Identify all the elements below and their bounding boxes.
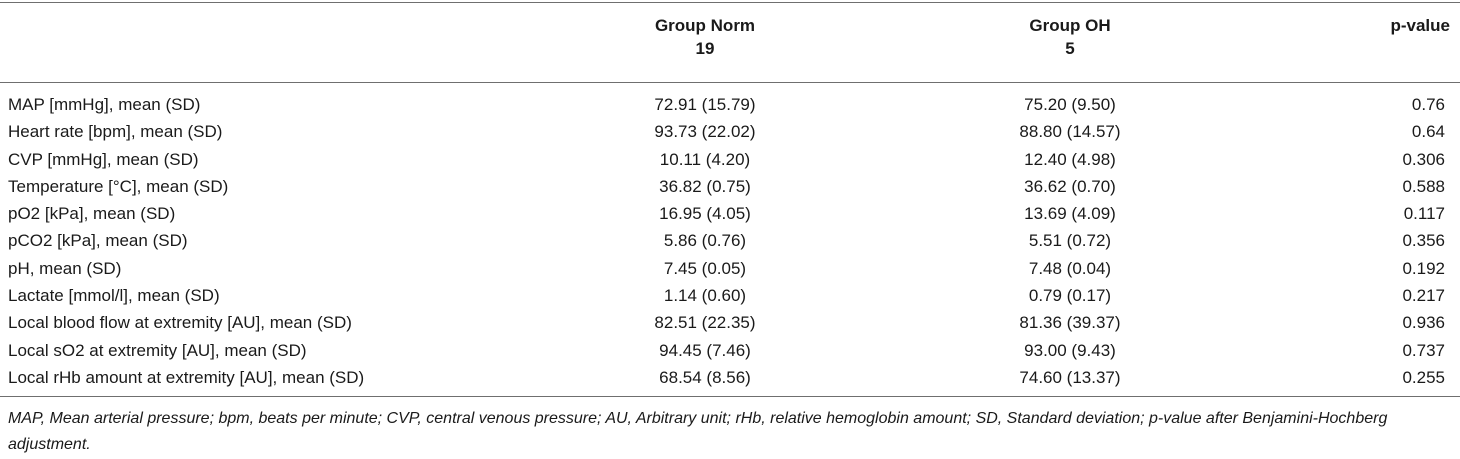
table-row: Local rHb amount at extremity [AU], mean… <box>0 364 1460 391</box>
cell-group-oh: 93.00 (9.43) <box>1024 340 1116 360</box>
row-label: Local blood flow at extremity [AU], mean… <box>8 313 352 333</box>
cell-group-norm: 10.11 (4.20) <box>659 149 751 169</box>
cell-group-norm: 94.45 (7.46) <box>659 340 751 360</box>
cell-group-norm: 5.86 (0.76) <box>663 231 747 251</box>
table-row: Local blood flow at extremity [AU], mean… <box>0 309 1460 336</box>
header-group-norm-n: 19 <box>695 39 715 58</box>
cell-pvalue: 0.217 <box>1402 286 1445 306</box>
cell-group-oh: 81.36 (39.37) <box>1019 313 1121 333</box>
cell-group-oh: 7.48 (0.04) <box>1028 258 1112 278</box>
cell-pvalue: 0.192 <box>1402 258 1445 278</box>
cell-group-norm: 36.82 (0.75) <box>659 176 751 196</box>
cell-group-norm: 1.14 (0.60) <box>663 286 747 306</box>
header-group-norm: Group Norm 19 <box>640 14 770 60</box>
cell-pvalue: 0.117 <box>1403 204 1445 224</box>
row-label: pCO2 [kPa], mean (SD) <box>8 231 188 251</box>
table-header-rule <box>0 82 1460 83</box>
table-row: CVP [mmHg], mean (SD) 10.11 (4.20) 12.40 (… <box>0 146 1460 173</box>
cell-pvalue: 0.588 <box>1402 176 1445 196</box>
row-label: Heart rate [bpm], mean (SD) <box>8 122 223 142</box>
cell-group-oh: 0.79 (0.17) <box>1028 286 1112 306</box>
table-row: Temperature [°C], mean (SD) 36.82 (0.75) 3… <box>0 173 1460 200</box>
cell-group-oh: 88.80 (14.57) <box>1019 122 1121 142</box>
cell-group-oh: 75.20 (9.50) <box>1024 95 1116 114</box>
header-group-oh: Group OH 5 <box>1005 14 1135 60</box>
table-row: pCO2 [kPa], mean (SD) 5.86 (0.76) 5.51 (0.… <box>0 227 1460 254</box>
row-label: MAP [mmHg], mean (SD) <box>8 95 201 114</box>
table-body: MAP [mmHg], mean (SD) 72.91 (15.79) 75.20 … <box>0 91 1460 391</box>
cell-pvalue: 0.76 <box>1411 95 1445 114</box>
cell-group-oh: 12.40 (4.98) <box>1024 149 1116 169</box>
row-label: Local rHb amount at extremity [AU], mean… <box>8 367 365 387</box>
cell-group-norm: 16.95 (4.05) <box>659 204 751 224</box>
header-pvalue: p-value <box>1370 14 1450 37</box>
cell-group-norm: 7.45 (0.05) <box>663 258 747 278</box>
table-top-rule <box>0 2 1460 3</box>
table-row: Lactate [mmol/l], mean (SD) 1.14 (0.60) 0.… <box>0 282 1460 309</box>
header-group-oh-n: 5 <box>1065 39 1075 58</box>
table-row: Heart rate [bpm], mean (SD) 93.73 (22.02)… <box>0 118 1460 145</box>
cell-group-oh: 74.60 (13.37) <box>1019 367 1121 387</box>
row-label: Lactate [mmol/l], mean (SD) <box>8 286 220 306</box>
cell-pvalue: 0.737 <box>1402 340 1445 360</box>
header-group-oh-name: Group OH <box>1029 16 1111 35</box>
cell-pvalue: 0.306 <box>1402 149 1445 169</box>
cell-pvalue: 0.356 <box>1402 231 1445 251</box>
cell-group-oh: 5.51 (0.72) <box>1028 231 1112 251</box>
table-row: MAP [mmHg], mean (SD) 72.91 (15.79) 75.20 … <box>0 91 1460 118</box>
table-header: Group Norm 19 Group OH 5 p-value <box>0 14 1460 74</box>
cell-group-norm: 72.91 (15.79) <box>654 95 756 114</box>
cell-group-norm: 82.51 (22.35) <box>654 313 756 333</box>
header-pvalue-label: p-value <box>1390 16 1450 35</box>
row-label: Temperature [°C], mean (SD) <box>8 176 229 196</box>
cell-group-norm: 68.54 (8.56) <box>659 367 751 387</box>
cell-pvalue: 0.936 <box>1402 313 1445 333</box>
cell-pvalue: 0.255 <box>1402 367 1445 387</box>
table-row: pO2 [kPa], mean (SD) 16.95 (4.05) 13.69 (4… <box>0 200 1460 227</box>
row-label: CVP [mmHg], mean (SD) <box>8 149 199 169</box>
row-label: pO2 [kPa], mean (SD) <box>8 204 176 224</box>
cell-pvalue: 0.64 <box>1411 122 1445 142</box>
table-bottom-rule <box>0 396 1460 397</box>
cell-group-oh: 36.62 (0.70) <box>1024 176 1116 196</box>
cell-group-oh: 13.69 (4.09) <box>1024 204 1116 224</box>
cell-group-norm: 93.73 (22.02) <box>654 122 756 142</box>
row-label: pH, mean (SD) <box>8 258 122 278</box>
table-row: pH, mean (SD) 7.45 (0.05) 7.48 (0.04) 0.192 <box>0 255 1460 282</box>
header-group-norm-name: Group Norm <box>654 16 756 35</box>
row-label: Local sO2 at extremity [AU], mean (SD) <box>8 340 307 360</box>
table-footnote: MAP, Mean arterial pressure; bpm, beats … <box>8 410 1388 453</box>
table-row: Local sO2 at extremity [AU], mean (SD) 94… <box>0 337 1460 364</box>
